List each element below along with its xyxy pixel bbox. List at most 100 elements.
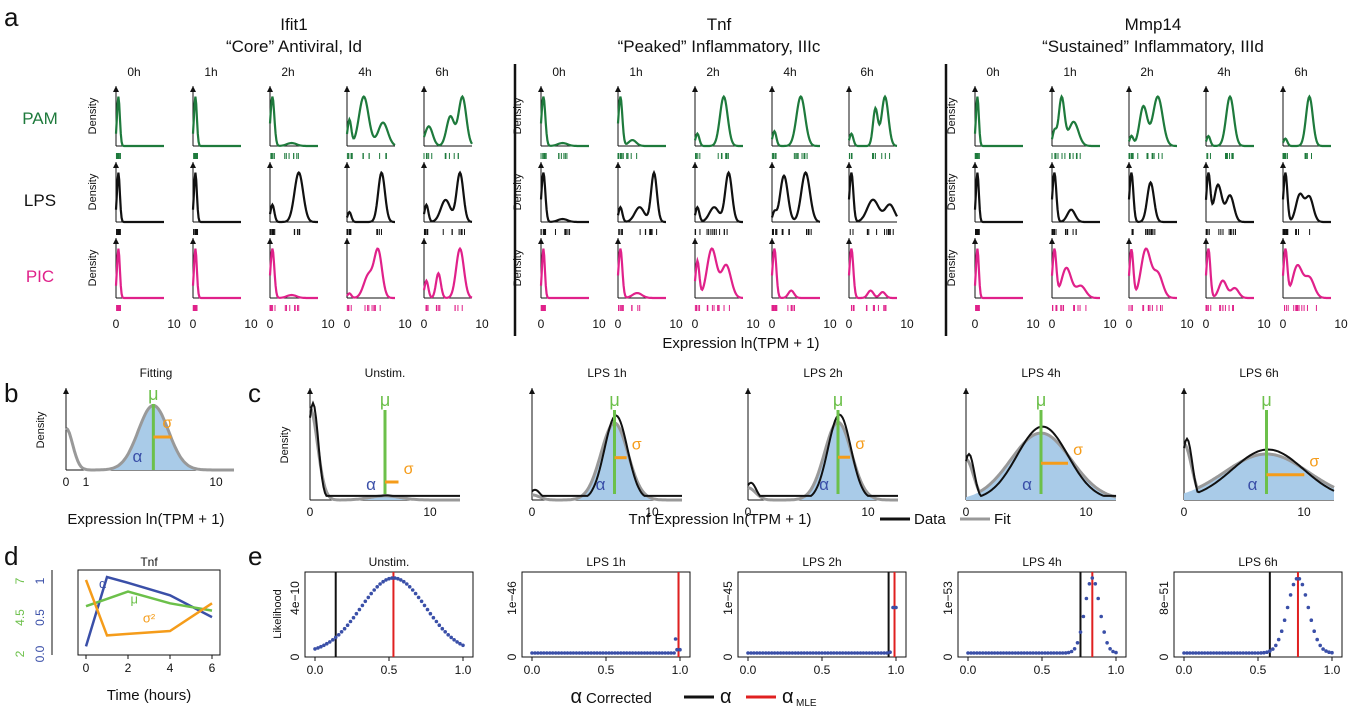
likelihood-point xyxy=(888,650,892,654)
likelihood-point xyxy=(425,607,430,612)
likelihood-point xyxy=(1235,651,1240,655)
likelihood-point xyxy=(1291,582,1296,587)
likelihood-point xyxy=(995,651,1000,655)
density-curve xyxy=(847,248,897,300)
x-tick: 10 xyxy=(209,475,223,489)
likelihood-point xyxy=(978,651,982,655)
likelihood-point xyxy=(443,630,448,634)
tnf-params-xlabel: Time (hours) xyxy=(107,687,191,704)
lps-fit-plot-y-arrowhead xyxy=(307,388,313,394)
time-label: 0h xyxy=(552,65,565,79)
likelihood-point xyxy=(434,619,439,624)
fitting-title: Fitting xyxy=(140,366,173,380)
density-curve xyxy=(268,248,318,300)
density-curve xyxy=(847,172,898,223)
time-label: 4h xyxy=(783,65,796,79)
alpha-label: α xyxy=(1022,475,1032,494)
likelihood-point xyxy=(1288,593,1293,597)
density-curve xyxy=(1050,94,1100,148)
legend-fit: Fit xyxy=(994,511,1011,528)
density-plot-y-arrowhead xyxy=(113,238,119,244)
lps-fit-title: LPS 6h xyxy=(1239,366,1278,380)
likelihood-point xyxy=(431,615,436,620)
x-tick: 0.5 xyxy=(814,663,831,677)
likelihood-point xyxy=(772,651,777,655)
likelihood-point xyxy=(1300,582,1305,587)
density-plot-y-arrowhead xyxy=(538,162,544,168)
density-plot-y-arrowhead xyxy=(538,86,544,92)
alpha-axis-tick: 0.5 xyxy=(33,609,47,626)
density-plot-y-arrowhead xyxy=(190,86,196,92)
x-tick: 10 xyxy=(321,317,335,331)
likelihood-point xyxy=(1330,650,1334,655)
x-tick: 1 xyxy=(83,475,90,489)
likelihood-point xyxy=(758,651,762,655)
density-plot-y-arrowhead xyxy=(267,162,273,168)
likelihood-point xyxy=(1028,651,1032,655)
likelihood-point xyxy=(1200,651,1204,655)
fit-curve xyxy=(1183,442,1335,491)
panel-letter-d: d xyxy=(4,541,18,571)
y-tick: 4e−10 xyxy=(288,581,302,615)
likelihood-point xyxy=(348,619,353,624)
density-curve xyxy=(346,247,395,300)
likelihood-point xyxy=(407,585,412,589)
likelihood-point xyxy=(1185,651,1189,655)
fitting-ylabel: Density xyxy=(35,411,47,448)
likelihood-point xyxy=(319,644,323,649)
x-tick: 10 xyxy=(645,505,659,519)
likelihood-point xyxy=(764,651,768,655)
likelihood-point xyxy=(781,651,786,655)
panel-c-xlabel: Tnf Expression ln(TPM + 1) xyxy=(629,511,812,528)
density-curve xyxy=(1050,172,1100,224)
likelihood-point xyxy=(351,615,356,620)
mu-label: μ xyxy=(1036,390,1046,410)
likelihood-point xyxy=(613,651,617,655)
likelihood-point xyxy=(861,651,866,655)
likelihood-point xyxy=(1285,605,1290,610)
likelihood-point xyxy=(1241,651,1245,655)
likelihood-point xyxy=(562,651,567,655)
likelihood-point xyxy=(580,651,585,655)
stimulus-label-PAM: PAM xyxy=(22,109,58,128)
density-curve xyxy=(539,172,589,224)
density-plot-y-arrowhead xyxy=(190,238,196,244)
density-curve xyxy=(847,94,898,148)
likelihood-point xyxy=(357,607,362,612)
likelihood-point xyxy=(989,651,994,655)
legend-corrected: Corrected xyxy=(586,690,652,707)
x-tick: 0.5 xyxy=(1034,663,1051,677)
density-curve xyxy=(973,248,1023,300)
x-tick: 10 xyxy=(244,317,258,331)
likelihood-point xyxy=(1197,651,1201,655)
density-curve xyxy=(422,246,473,299)
density-curve xyxy=(191,172,241,224)
alpha-label: α xyxy=(132,447,142,466)
likelihood-point xyxy=(1182,651,1186,655)
x-tick: 0 xyxy=(963,505,970,519)
likelihood-point xyxy=(1274,643,1278,648)
likelihood-title: Unstim. xyxy=(369,555,410,569)
x-tick: 0.0 xyxy=(524,663,541,677)
likelihood-point xyxy=(1208,651,1213,655)
time-label: 4h xyxy=(1217,65,1230,79)
density-curve xyxy=(616,96,666,148)
likelihood-point xyxy=(1217,651,1222,655)
time-label: 1h xyxy=(1063,65,1076,79)
x-tick: 0 xyxy=(421,317,428,331)
time-label: 1h xyxy=(204,65,217,79)
likelihood-point xyxy=(565,651,570,655)
density-plot-y-arrowhead xyxy=(615,162,621,168)
time-label: 0h xyxy=(986,65,999,79)
likelihood-point xyxy=(316,646,320,650)
density-curve xyxy=(1204,94,1254,148)
likelihood-point xyxy=(1046,651,1050,655)
density-curve xyxy=(422,94,473,147)
likelihood-point xyxy=(1321,647,1325,651)
likelihood-frame xyxy=(1173,571,1343,658)
lps-fit-ylabel: Density xyxy=(279,426,291,463)
likelihood-point xyxy=(428,611,433,616)
mu-series xyxy=(85,590,213,612)
likelihood-point xyxy=(1262,650,1266,655)
